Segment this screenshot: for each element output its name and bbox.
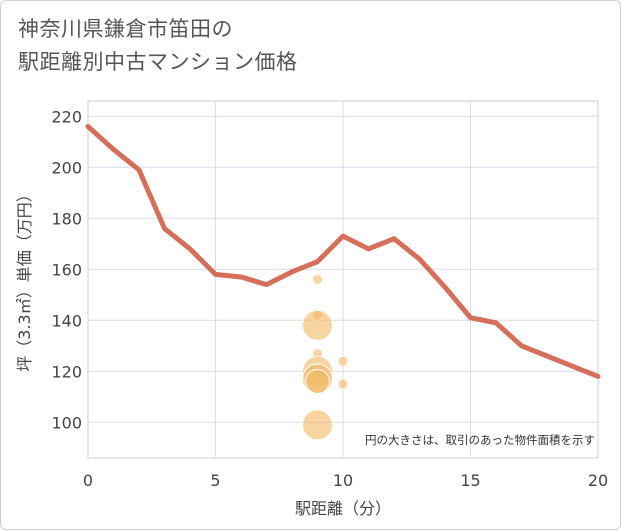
grid-lines: [88, 101, 598, 458]
bubble-series: [302, 274, 349, 441]
x-axis-ticks: 0 5 10 15 20: [83, 471, 608, 490]
chart-title: 神奈川県鎌倉市笛田の 駅距離別中古マンション価格: [18, 13, 298, 79]
x-tick-label: 10: [333, 471, 353, 490]
y-tick-label: 180: [51, 209, 82, 228]
x-tick-label: 15: [460, 471, 480, 490]
y-axis-title: 坪（3.3㎡）単価（万円）: [15, 186, 34, 371]
chart-title-line-1: 神奈川県鎌倉市笛田の: [18, 17, 233, 41]
transaction-bubble: [337, 378, 349, 390]
x-tick-label: 5: [210, 471, 220, 490]
transaction-bubble: [305, 369, 330, 394]
y-axis-ticks: 100 120 140 160 180 200 220: [51, 107, 82, 432]
transaction-bubble: [337, 355, 349, 367]
y-tick-label: 100: [51, 413, 82, 432]
y-tick-label: 160: [51, 260, 82, 279]
transaction-bubble: [312, 274, 323, 285]
y-tick-label: 220: [51, 107, 82, 126]
x-tick-label: 20: [588, 471, 608, 490]
x-tick-label: 0: [83, 471, 93, 490]
y-tick-label: 200: [51, 158, 82, 177]
bubble-size-note: 円の大きさは、取引のあった物件面積を示す: [365, 433, 595, 447]
line-series: [85, 124, 601, 379]
average-price-line: [85, 124, 601, 379]
transaction-bubble: [302, 309, 333, 341]
x-axis-title: 駅距離（分）: [295, 499, 391, 518]
chart-title-line-2: 駅距離別中古マンション価格: [18, 50, 298, 74]
transaction-bubble: [302, 409, 333, 441]
y-tick-label: 140: [51, 311, 82, 330]
y-tick-label: 120: [51, 362, 82, 381]
